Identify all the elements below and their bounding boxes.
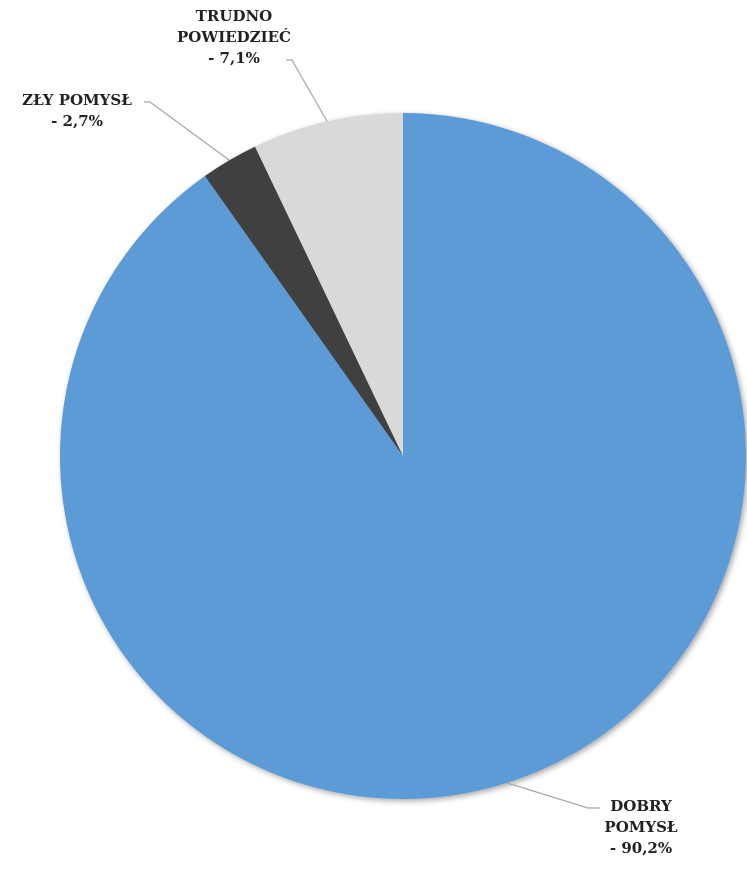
data-label-trudno-powiedziec: TRUDNO POWIEDZIEĆ - 7,1% bbox=[168, 6, 300, 69]
data-label-line: POWIEDZIEĆ bbox=[177, 28, 291, 46]
data-label-value: - 7,1% bbox=[208, 49, 260, 67]
data-label-value: - 2,7% bbox=[51, 112, 103, 130]
data-label-line: ZŁY POMYSŁ bbox=[22, 91, 132, 109]
data-label-line: DOBRY bbox=[610, 797, 672, 815]
leader-line-1 bbox=[144, 101, 230, 161]
pie-slice-1 bbox=[204, 146, 403, 456]
data-label-line: TRUDNO bbox=[195, 7, 273, 25]
data-label-line: POMYSŁ bbox=[604, 818, 678, 836]
pie-slice-0 bbox=[60, 113, 747, 799]
pie-slice-2 bbox=[255, 113, 403, 456]
data-label-zly-pomysl: ZŁY POMYSŁ - 2,7% bbox=[8, 90, 146, 132]
data-label-value: - 90,2% bbox=[609, 839, 673, 857]
leader-line-0 bbox=[506, 782, 600, 809]
leader-line-2 bbox=[286, 59, 328, 122]
data-label-dobry-pomysl: DOBRY POMYSŁ - 90,2% bbox=[586, 796, 696, 859]
